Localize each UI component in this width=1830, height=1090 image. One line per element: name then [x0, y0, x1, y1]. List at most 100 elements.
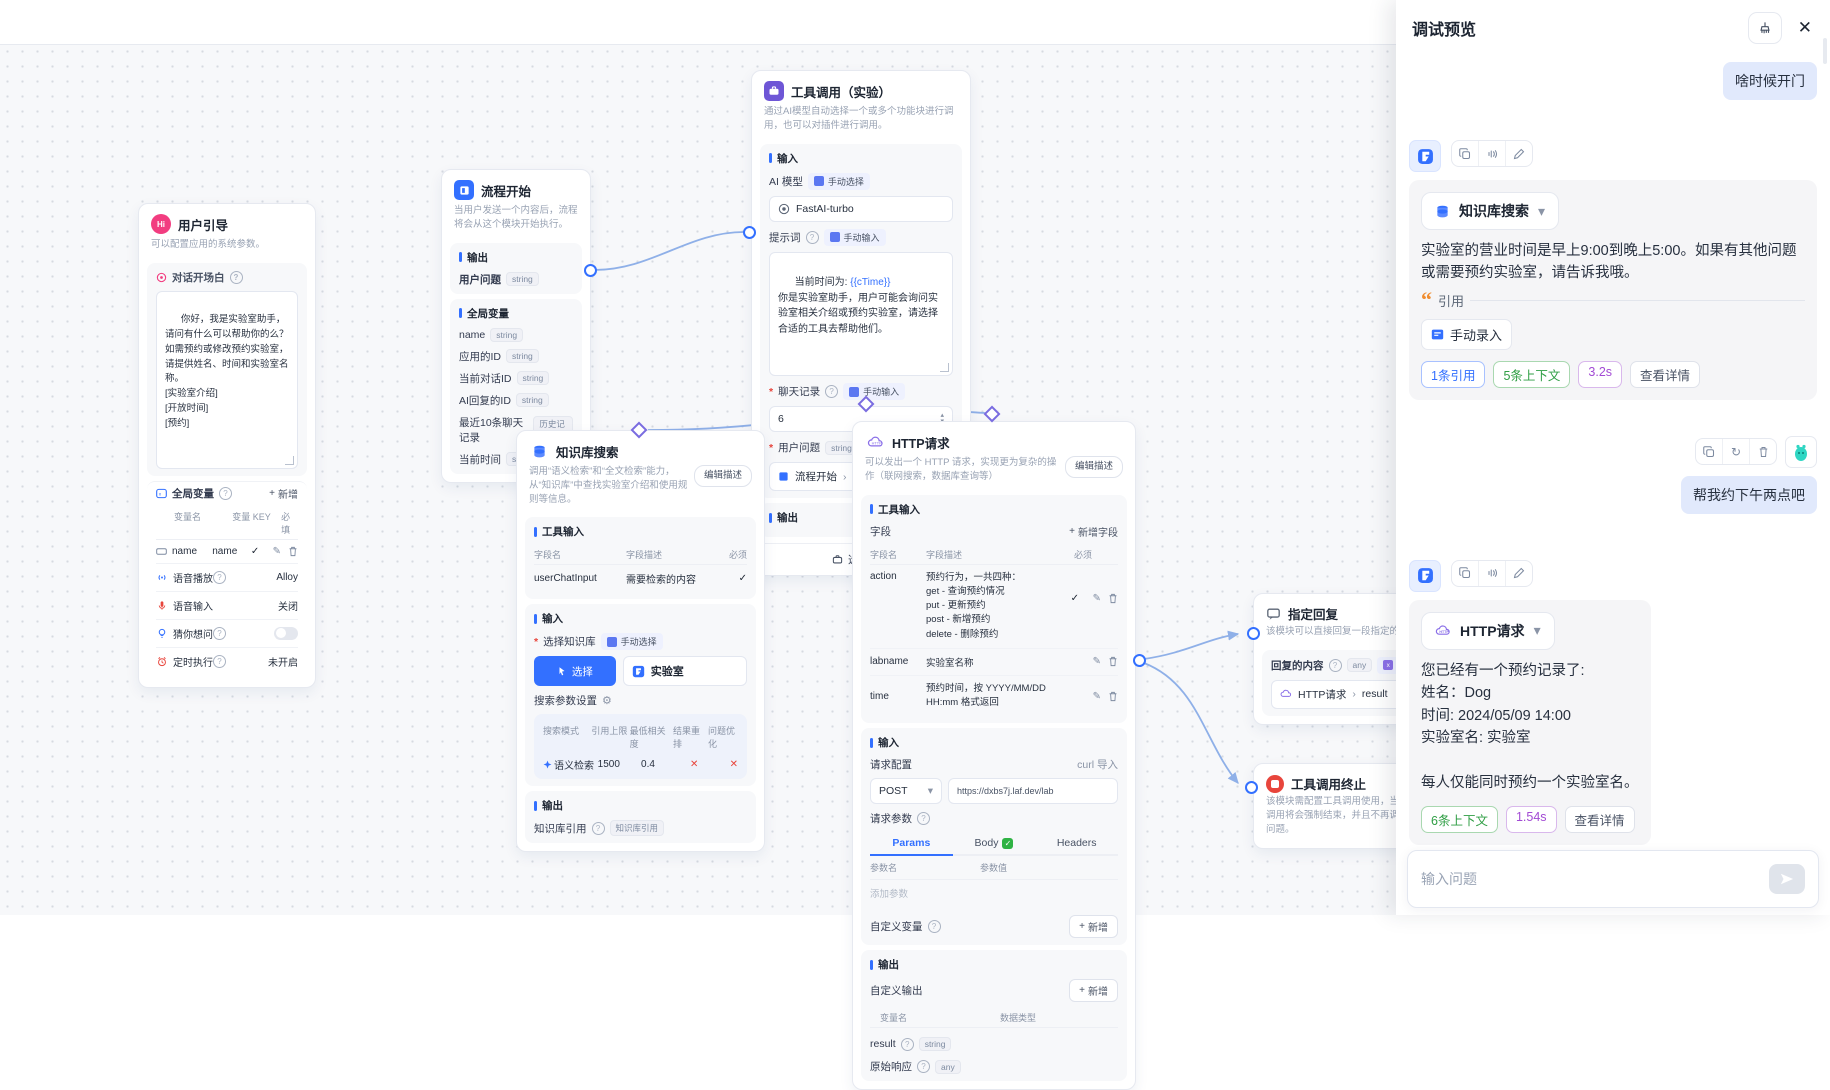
- node-user-guide[interactable]: Hi 用户引导 可以配置应用的系统参数。 对话开场白 ? 你好，我是实验室助手，…: [138, 203, 316, 688]
- tts-button[interactable]: [1478, 141, 1505, 166]
- help-icon[interactable]: ?: [825, 385, 838, 398]
- trash-icon[interactable]: [1108, 656, 1118, 667]
- help-icon[interactable]: ?: [917, 1060, 930, 1073]
- type-tag: any: [935, 1060, 961, 1074]
- tts-row[interactable]: 语音播放 ? Alloy: [156, 563, 298, 591]
- help-icon[interactable]: ?: [1329, 659, 1342, 672]
- trash-icon[interactable]: [1108, 593, 1118, 604]
- url-input[interactable]: https://dxbs7j.laf.dev/lab: [948, 778, 1118, 804]
- handle-stop-in[interactable]: [1245, 781, 1258, 794]
- context-count-badge[interactable]: 5条上下文: [1493, 361, 1570, 388]
- tool-run-pill[interactable]: 知识库搜索 ▾: [1421, 192, 1559, 230]
- voice-input-icon: [156, 600, 168, 611]
- guess-row[interactable]: 猜你想问 ?: [156, 619, 298, 647]
- help-icon[interactable]: ?: [213, 571, 226, 584]
- field-name: time: [870, 691, 926, 702]
- help-icon[interactable]: ?: [230, 271, 243, 284]
- handle-toolcall-in[interactable]: [743, 226, 756, 239]
- chat-area[interactable]: 啥时候开门 知识库搜索 ▾ 实验室的营业时间是早上9:00到晚上5:00。如果有…: [1396, 52, 1830, 915]
- help-icon[interactable]: ?: [219, 487, 232, 500]
- col-score: 最低相关度: [630, 724, 673, 750]
- help-icon[interactable]: ?: [213, 627, 226, 640]
- field-row-labname[interactable]: labname 实验室名称 ✎: [870, 648, 1118, 675]
- edit-icon[interactable]: ✎: [273, 546, 281, 557]
- add-field-button[interactable]: +新增字段: [1069, 524, 1118, 539]
- guess-toggle[interactable]: [274, 627, 298, 640]
- edit-icon[interactable]: ✎: [1093, 656, 1101, 667]
- view-detail-button[interactable]: 查看详情: [1565, 806, 1635, 833]
- variable-row[interactable]: name name ✓ ✎: [156, 540, 298, 563]
- type-tag: string: [516, 393, 549, 407]
- edit-desc-button[interactable]: 编辑描述: [1065, 456, 1123, 478]
- trash-icon[interactable]: [1108, 691, 1118, 702]
- add-variable-button[interactable]: +新增: [269, 486, 298, 501]
- tool-input-label: 工具输入: [542, 524, 584, 539]
- cite-count-badge[interactable]: 1条引用: [1421, 361, 1485, 388]
- tts-button[interactable]: [1478, 561, 1505, 586]
- node-kb-search[interactable]: 知识库搜索 调用“语义检索”和“全文检索”能力，从“知识库”中查找实验室介绍和使…: [516, 430, 765, 852]
- view-detail-button[interactable]: 查看详情: [1630, 361, 1700, 388]
- search-params-box[interactable]: 搜索模式 引用上限 最低相关度 结果重排 问题优化 语义检索 1500 0.4 …: [534, 714, 747, 779]
- output-label: 输出: [878, 957, 899, 972]
- trash-icon[interactable]: [288, 546, 298, 557]
- context-count-badge[interactable]: 6条上下文: [1421, 806, 1498, 833]
- timer-row[interactable]: 定时执行 ? 未开启: [156, 647, 298, 675]
- curl-import-button[interactable]: curl 导入: [1077, 757, 1118, 772]
- select-kb-button[interactable]: 选择: [534, 656, 616, 686]
- help-icon[interactable]: ?: [592, 822, 605, 835]
- prompt-textarea[interactable]: 当前时间为: {{cTime}} 你是实验室助手，用户可能会询问实验室相关介绍或…: [769, 252, 953, 377]
- citation-source[interactable]: 手动录入: [1421, 319, 1512, 350]
- chat-input[interactable]: 输入问题: [1407, 850, 1819, 908]
- duration-badge[interactable]: 1.54s: [1506, 806, 1557, 833]
- stt-row[interactable]: 语音输入 关闭: [156, 591, 298, 619]
- opening-textarea[interactable]: 你好，我是实验室助手，请问有什么可以帮助你的么？如需预约或修改预约实验室，请提供…: [156, 291, 298, 469]
- duration-badge[interactable]: 3.2s: [1578, 361, 1622, 388]
- col-mode: 搜索模式: [543, 724, 591, 750]
- add-param-row[interactable]: 添加参数: [870, 880, 1118, 906]
- handle-flowstart-out[interactable]: [584, 264, 597, 277]
- tab-headers[interactable]: Headers: [1035, 832, 1118, 854]
- help-icon[interactable]: ?: [901, 1038, 914, 1051]
- field-row-time[interactable]: time 预约时间，按 YYYY/MM/DD HH:mm 格式返回 ✎: [870, 675, 1118, 717]
- send-button[interactable]: [1769, 864, 1805, 894]
- tool-run-pill[interactable]: HTTP HTTP请求 ▾: [1421, 612, 1555, 650]
- edit-desc-button[interactable]: 编辑描述: [694, 465, 752, 487]
- kb-item[interactable]: 实验室: [623, 656, 747, 686]
- copy-button[interactable]: [1452, 561, 1478, 586]
- retry-button[interactable]: ↻: [1722, 439, 1749, 464]
- help-icon[interactable]: ?: [917, 812, 930, 825]
- handle-reply-in[interactable]: [1247, 627, 1260, 640]
- scrollbar-thumb[interactable]: [1823, 38, 1827, 64]
- add-custom-var-button[interactable]: +新增: [1069, 915, 1118, 938]
- edit-button[interactable]: [1505, 561, 1532, 586]
- add-custom-output-button[interactable]: +新增: [1069, 979, 1118, 1002]
- help-icon[interactable]: ?: [806, 231, 819, 244]
- delete-button[interactable]: [1749, 439, 1776, 464]
- edit-icon[interactable]: ✎: [1093, 691, 1101, 702]
- model-select[interactable]: FastAI-turbo: [769, 196, 953, 222]
- tool-input-row[interactable]: userChatInput 需要检索的内容 ✓: [534, 565, 747, 592]
- pointer-icon: [557, 666, 567, 676]
- edge-flowstart-toolcall[interactable]: [594, 232, 744, 270]
- tab-body[interactable]: Body✓: [953, 832, 1036, 854]
- edge-http-stop[interactable]: [1144, 663, 1238, 783]
- node-title: 知识库搜索: [556, 442, 619, 461]
- copy-button[interactable]: [1696, 439, 1722, 464]
- help-icon[interactable]: ?: [213, 655, 226, 668]
- select-kb-label: 选择知识库: [543, 634, 596, 649]
- handle-http-out[interactable]: [1133, 654, 1146, 667]
- help-icon[interactable]: ?: [928, 920, 941, 933]
- method-select[interactable]: POST ▾: [870, 778, 942, 804]
- resize-handle[interactable]: [940, 363, 949, 372]
- close-icon[interactable]: ✕: [1798, 18, 1812, 38]
- edit-button[interactable]: [1505, 141, 1532, 166]
- tab-params[interactable]: Params: [870, 832, 953, 856]
- field-row-action[interactable]: action 预约行为，一共四种： get - 查询预约情况 put - 更新预…: [870, 565, 1118, 648]
- edit-icon[interactable]: ✎: [1093, 593, 1101, 604]
- gear-icon[interactable]: ⚙: [602, 694, 612, 707]
- resize-handle[interactable]: [285, 456, 294, 465]
- edge-http-reply[interactable]: [1144, 634, 1238, 659]
- node-http-request[interactable]: HTTP HTTP请求 可以发出一个 HTTP 请求，实现更为复杂的操作（联网搜…: [852, 421, 1136, 1090]
- clear-chat-button[interactable]: [1748, 12, 1782, 44]
- copy-button[interactable]: [1452, 141, 1478, 166]
